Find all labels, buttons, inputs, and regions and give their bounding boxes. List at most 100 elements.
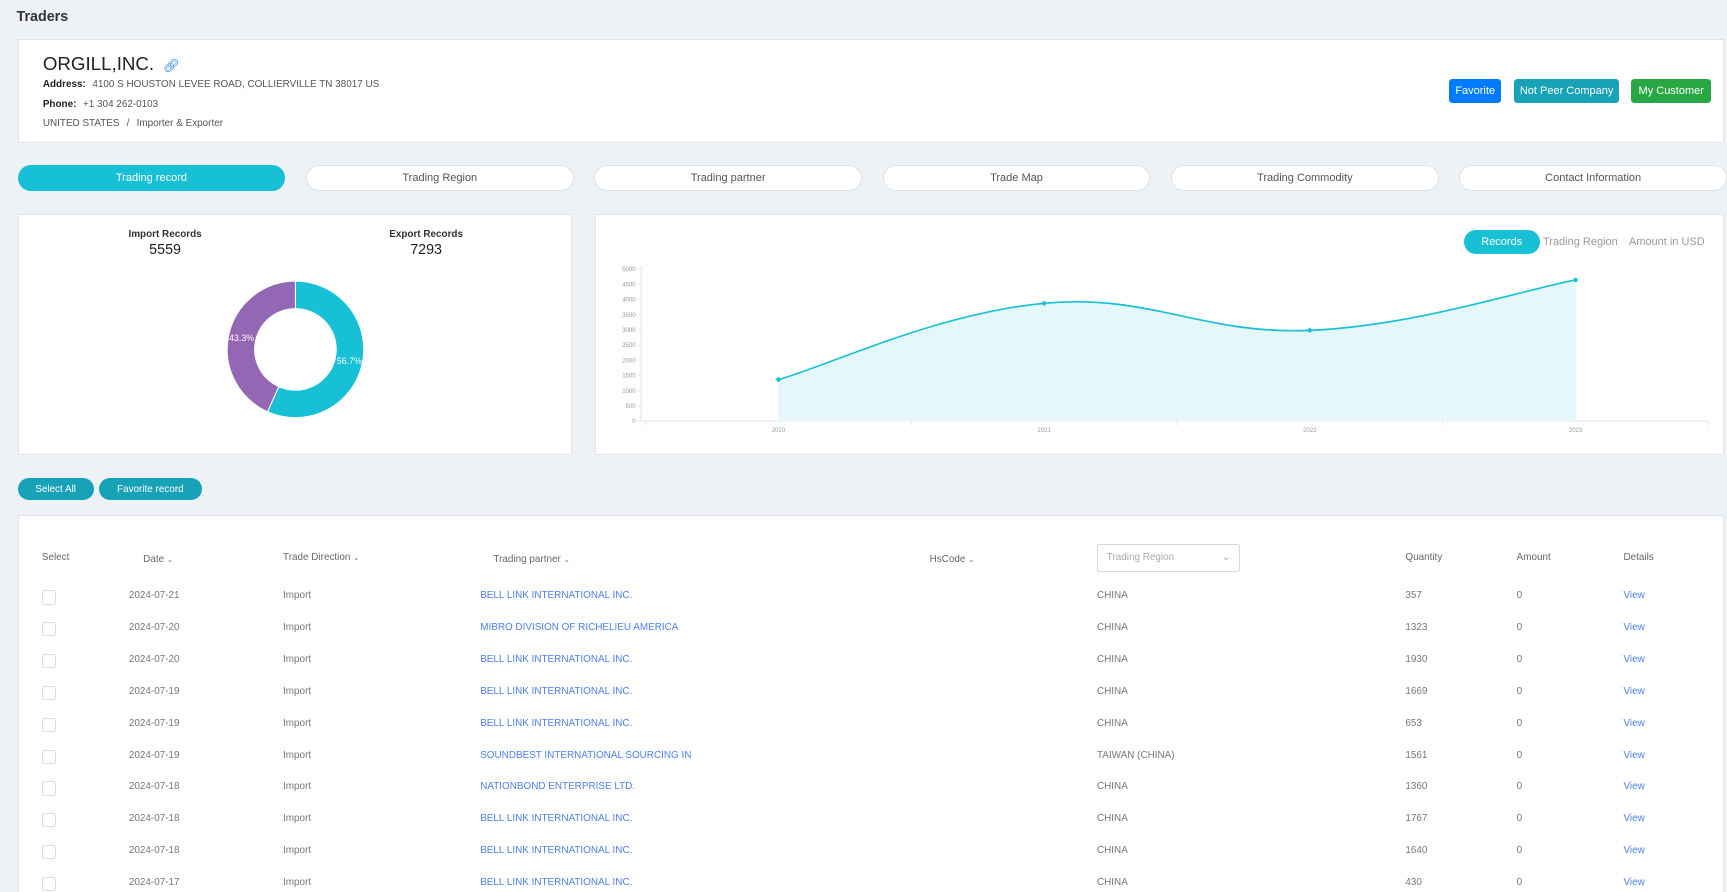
header-partner-label: Trading partner bbox=[493, 554, 561, 565]
header-hscode[interactable]: HsCode ⌄ bbox=[930, 554, 975, 565]
row-quantity: 1323 bbox=[1405, 622, 1428, 634]
records-trend-card: Records Trading Region Amount in USD 0 500 1… bbox=[594, 213, 1724, 455]
row-checkbox[interactable] bbox=[41, 590, 57, 605]
row-trading-partner[interactable]: NATIONBOND ENTERPRISE LTD. bbox=[480, 781, 636, 793]
data-point[interactable] bbox=[1307, 327, 1312, 333]
header-date[interactable]: Date ⌄ bbox=[143, 554, 173, 565]
export-value: 7293 bbox=[410, 242, 443, 259]
data-point[interactable] bbox=[775, 377, 781, 382]
tab-trade-map[interactable]: Trade Map bbox=[882, 165, 1151, 191]
link-icon[interactable]: 🔗︎ bbox=[162, 57, 180, 73]
page-title: Traders bbox=[16, 8, 69, 25]
chart-mode-records[interactable]: Records bbox=[1463, 230, 1540, 255]
row-checkbox[interactable] bbox=[41, 685, 57, 701]
x-tick-label: 2023 bbox=[1569, 428, 1583, 434]
row-trading-partner[interactable]: BELL LINK INTERNATIONAL INC. bbox=[480, 813, 633, 825]
donut-slice[interactable] bbox=[266, 280, 364, 418]
view-details-link[interactable]: View bbox=[1623, 813, 1645, 825]
header-trade-direction[interactable]: Trade Direction ⌄ bbox=[283, 552, 360, 563]
x-tick-label: 2021 bbox=[1037, 428, 1051, 434]
row-date: 2024-07-20 bbox=[128, 654, 180, 665]
address-label: Address: bbox=[42, 79, 86, 91]
header-quantity: Quantity bbox=[1405, 551, 1443, 563]
row-trading-partner[interactable]: BELL LINK INTERNATIONAL INC. bbox=[480, 685, 633, 697]
company-name-row: ORGILL,INC. 🔗︎ bbox=[43, 53, 180, 75]
row-checkbox[interactable] bbox=[41, 749, 57, 764]
row-trading-partner[interactable]: MIBRO DIVISION OF RICHELIEU AMERICA bbox=[480, 622, 679, 634]
row-region: CHINA bbox=[1096, 654, 1128, 665]
view-details-link[interactable]: View bbox=[1623, 685, 1645, 697]
chevron-down-icon: ⌄ bbox=[563, 555, 571, 564]
row-trading-partner[interactable]: BELL LINK INTERNATIONAL INC. bbox=[480, 590, 633, 602]
data-point[interactable] bbox=[1041, 300, 1047, 306]
row-checkbox[interactable] bbox=[41, 876, 57, 892]
row-trading-partner[interactable]: BELL LINK INTERNATIONAL INC. bbox=[480, 717, 633, 729]
row-checkbox[interactable] bbox=[41, 622, 57, 637]
data-point[interactable] bbox=[1573, 277, 1578, 282]
phone-row: Phone: +1 304 262-0103 bbox=[43, 99, 158, 110]
donut-slice[interactable] bbox=[226, 280, 296, 413]
x-tick-label: 2020 bbox=[771, 428, 785, 434]
row-quantity: 430 bbox=[1405, 876, 1422, 888]
row-region: TAIWAN (CHINA) bbox=[1096, 749, 1175, 761]
tab-trading-partner[interactable]: Trading partner bbox=[594, 165, 862, 191]
import-value: 5559 bbox=[149, 242, 181, 259]
row-region: CHINA bbox=[1096, 685, 1128, 697]
view-details-link[interactable]: View bbox=[1623, 844, 1645, 856]
tab-trading-commodity[interactable]: Trading Commodity bbox=[1171, 165, 1439, 191]
row-amount: 0 bbox=[1516, 622, 1523, 634]
row-amount: 0 bbox=[1516, 717, 1523, 729]
row-quantity: 1669 bbox=[1405, 685, 1428, 697]
tab-trading-record[interactable]: Trading record bbox=[17, 165, 286, 191]
row-date: 2024-07-19 bbox=[128, 685, 180, 697]
trading-region-select[interactable]: Trading Region ⌄ bbox=[1096, 544, 1241, 572]
y-tick-label: 2000 bbox=[622, 358, 636, 364]
row-amount: 0 bbox=[1516, 654, 1523, 665]
not-peer-company-button[interactable]: Not Peer Company bbox=[1514, 79, 1619, 104]
y-tick-label: 1000 bbox=[622, 388, 636, 394]
view-details-link[interactable]: View bbox=[1623, 622, 1645, 634]
favorite-button[interactable]: Favorite bbox=[1449, 79, 1502, 104]
favorite-record-button[interactable]: Favorite record bbox=[99, 478, 202, 501]
row-date: 2024-07-20 bbox=[128, 622, 180, 634]
import-label: Import Records bbox=[128, 228, 202, 240]
view-details-link[interactable]: View bbox=[1623, 590, 1645, 602]
company-country: UNITED STATES bbox=[42, 117, 120, 129]
select-all-button[interactable]: Select All bbox=[17, 478, 94, 501]
records-summary-card: Import Records 5559 Export Records 7293 56… bbox=[17, 213, 572, 455]
header-details: Details bbox=[1623, 551, 1654, 563]
row-amount: 0 bbox=[1516, 685, 1523, 697]
row-date: 2024-07-19 bbox=[128, 749, 180, 761]
view-details-link[interactable]: View bbox=[1623, 717, 1645, 729]
row-trading-partner[interactable]: BELL LINK INTERNATIONAL INC. bbox=[480, 654, 633, 665]
row-date: 2024-07-18 bbox=[128, 813, 180, 825]
view-details-link[interactable]: View bbox=[1623, 876, 1645, 888]
row-checkbox[interactable] bbox=[41, 781, 57, 796]
row-trading-partner[interactable]: BELL LINK INTERNATIONAL INC. bbox=[480, 844, 633, 856]
company-role: Importer & Exporter bbox=[136, 117, 224, 129]
my-customer-button[interactable]: My Customer bbox=[1631, 79, 1712, 104]
view-details-link[interactable]: View bbox=[1623, 749, 1645, 761]
area-fill bbox=[778, 279, 1576, 421]
chart-mode-amount-in-usd[interactable]: Amount in USD bbox=[1628, 236, 1705, 249]
tab-contact-information[interactable]: Contact Information bbox=[1459, 165, 1727, 191]
row-checkbox[interactable] bbox=[41, 717, 57, 732]
view-details-link[interactable]: View bbox=[1623, 654, 1645, 665]
row-trading-partner[interactable]: SOUNDBEST INTERNATIONAL SOURCING IN bbox=[480, 749, 692, 761]
region-select-placeholder: Trading Region bbox=[1106, 552, 1175, 564]
tab-trading-region[interactable]: Trading Region bbox=[305, 165, 574, 191]
chart-mode-trading-region[interactable]: Trading Region bbox=[1542, 236, 1618, 249]
y-tick-label: 2500 bbox=[622, 343, 636, 349]
row-checkbox[interactable] bbox=[41, 813, 57, 828]
header-trading-partner[interactable]: Trading partner ⌄ bbox=[493, 554, 570, 565]
header-direction-label: Trade Direction bbox=[283, 551, 351, 563]
row-trading-partner[interactable]: BELL LINK INTERNATIONAL INC. bbox=[480, 876, 633, 888]
row-date: 2024-07-19 bbox=[128, 717, 180, 729]
company-card: ORGILL,INC. 🔗︎ Address: 4100 S HOUSTON LEV… bbox=[17, 38, 1724, 144]
view-details-link[interactable]: View bbox=[1623, 781, 1645, 793]
row-quantity: 357 bbox=[1405, 590, 1422, 602]
row-checkbox[interactable] bbox=[41, 844, 57, 860]
x-tick-label: 2022 bbox=[1303, 428, 1317, 434]
row-checkbox[interactable] bbox=[41, 654, 57, 669]
